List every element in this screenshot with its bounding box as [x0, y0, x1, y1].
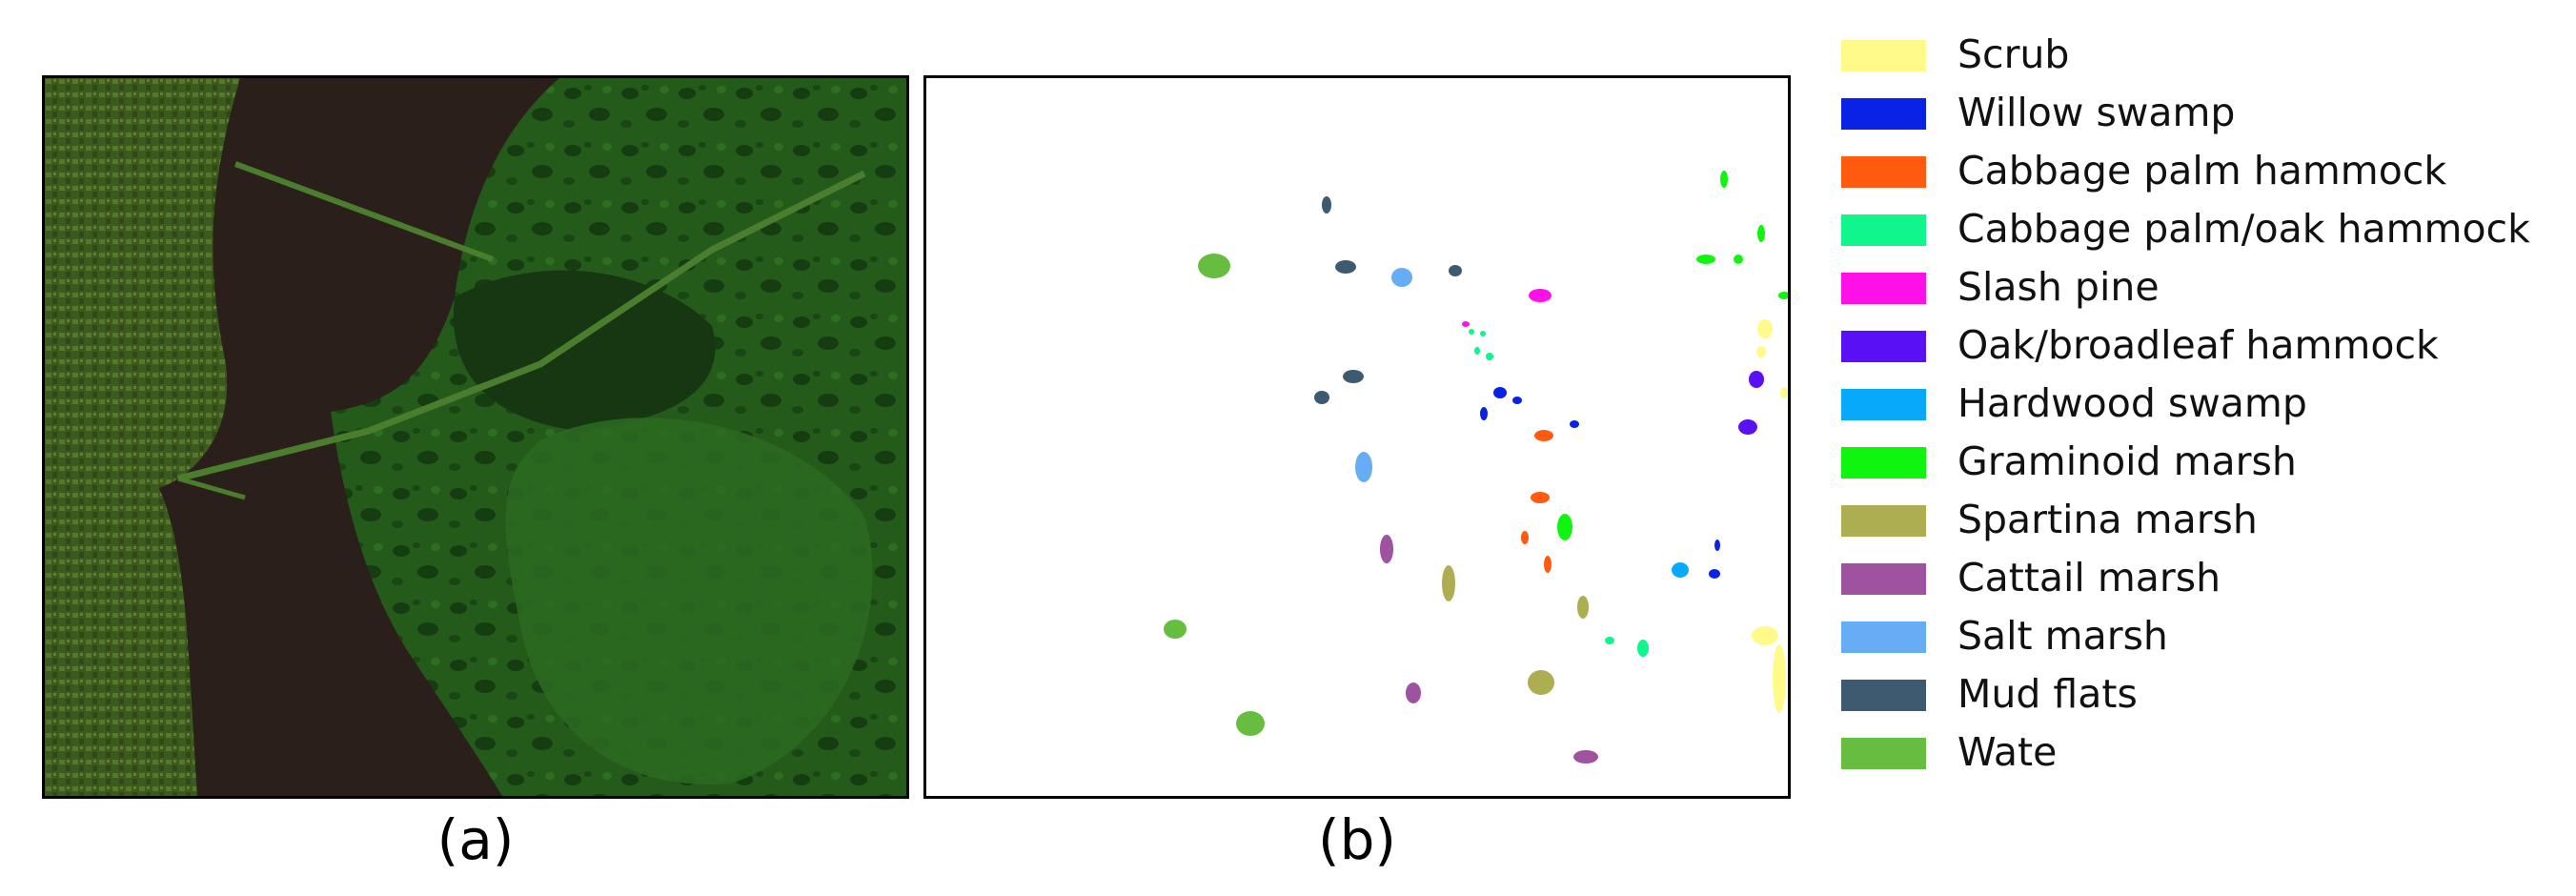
legend-swatch	[1841, 156, 1926, 188]
legend-swatch	[1841, 389, 1926, 420]
ground-truth-drawing	[1164, 171, 1788, 764]
legend-label: Oak/broadleaf hammock	[1957, 322, 2439, 368]
legend-label: Slash pine	[1957, 264, 2160, 310]
legend-label: Hardwood swamp	[1957, 380, 2307, 426]
legend-label: Salt marsh	[1957, 613, 2168, 659]
legend-label: Willow swamp	[1957, 90, 2236, 135]
legend-swatch	[1841, 738, 1926, 769]
legend-swatch	[1841, 505, 1926, 537]
legend-swatch	[1841, 563, 1926, 595]
panel-a-caption: (a)	[436, 807, 515, 872]
legend-label: Graminoid marsh	[1957, 438, 2297, 484]
legend-swatch	[1841, 447, 1926, 479]
legend-swatch	[1841, 214, 1926, 246]
legend-swatch	[1841, 621, 1926, 653]
legend-swatch	[1841, 98, 1926, 130]
legend-swatch	[1841, 40, 1926, 71]
legend-label: Cabbage palm hammock	[1957, 148, 2447, 193]
satellite-image	[42, 75, 909, 799]
legend-label: Scrub	[1957, 31, 2070, 77]
panel-b-caption: (b)	[1317, 807, 1397, 872]
ground-truth-map	[923, 75, 1791, 799]
legend-label: Wate	[1957, 729, 2058, 775]
legend-label: Mud flats	[1957, 671, 2138, 717]
legend-label: Spartina marsh	[1957, 497, 2258, 542]
legend-label: Cabbage palm/oak hammock	[1957, 206, 2530, 252]
legend-swatch	[1841, 680, 1926, 711]
legend-label: Cattail marsh	[1957, 555, 2221, 601]
legend-swatch	[1841, 273, 1926, 304]
satellite-image-drawing	[45, 78, 906, 796]
legend-swatch	[1841, 331, 1926, 362]
